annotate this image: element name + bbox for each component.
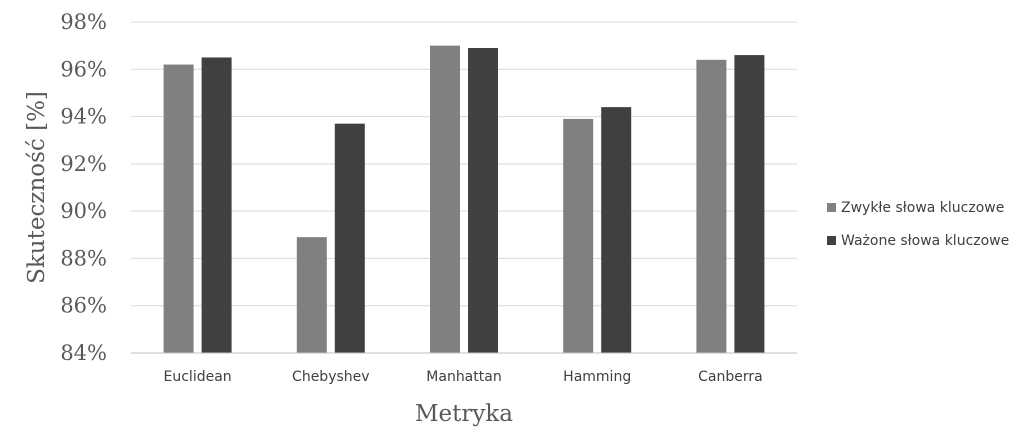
legend-label: Zwykłe słowa kluczowe — [841, 200, 1004, 216]
legend-swatch — [827, 236, 836, 245]
bar — [334, 123, 365, 354]
bar — [430, 45, 460, 354]
legend-label: Ważone słowa kluczowe — [841, 233, 1009, 249]
y-tick-label: 90% — [60, 199, 107, 223]
gridlines — [131, 21, 797, 307]
x-tick-label: Euclidean — [164, 369, 232, 385]
x-tick-label: Manhattan — [426, 369, 501, 385]
legend-swatch — [827, 203, 836, 212]
y-tick-label: 98% — [60, 10, 107, 34]
bar — [734, 55, 765, 353]
y-tick-label: 96% — [60, 57, 107, 81]
y-tick-label: 92% — [60, 152, 107, 176]
bar — [201, 57, 232, 353]
legend: Zwykłe słowa kluczowe Ważone słowa kluczo… — [827, 200, 1009, 249]
bar — [296, 237, 327, 353]
bar — [163, 64, 194, 354]
bar — [563, 118, 594, 353]
x-tick-label: Canberra — [698, 369, 763, 385]
x-tick-labels: Euclidean Chebyshev Manhattan Hamming Canber… — [164, 369, 763, 385]
y-tick-label: 88% — [60, 246, 107, 270]
bar — [468, 48, 498, 353]
y-tick-label: 86% — [60, 294, 107, 318]
x-tick-label: Chebyshev — [292, 369, 370, 385]
y-tick-label: 94% — [60, 105, 107, 129]
y-tick-label: 84% — [60, 341, 107, 365]
x-tick-label: Hamming — [563, 369, 631, 385]
bars — [163, 45, 765, 354]
y-axis-title: Skuteczność [%] — [24, 91, 50, 284]
bar — [601, 107, 632, 353]
x-axis-title: Metryka — [415, 401, 513, 427]
y-tick-labels: 84% 86% 88% 90% 92% 94% 96% 98% — [60, 10, 107, 365]
bar — [696, 59, 727, 353]
